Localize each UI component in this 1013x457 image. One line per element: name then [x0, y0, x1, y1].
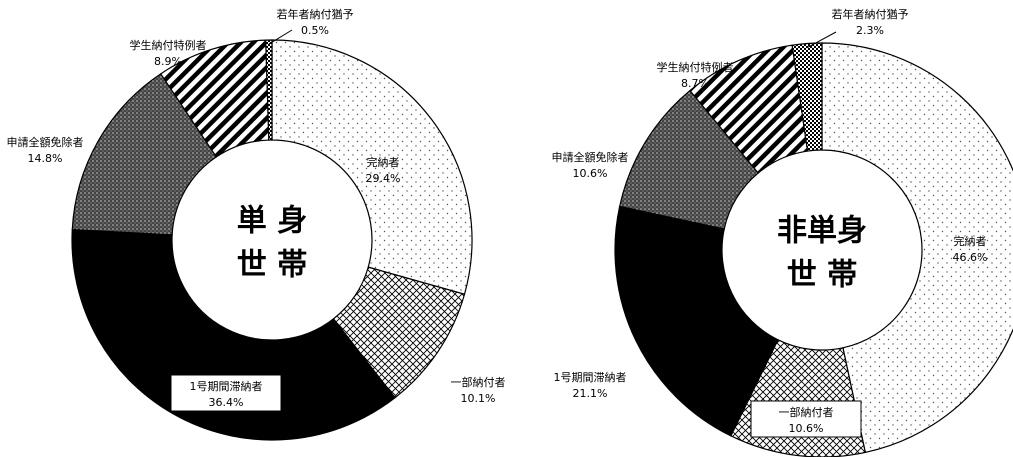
leader-line [807, 31, 837, 48]
value-label: 29.4% [366, 172, 401, 185]
label-box [170, 374, 282, 412]
center-label: 単 身 [237, 204, 307, 239]
donut-slice [791, 42, 823, 152]
value-label: 14.8% [28, 152, 63, 165]
donut-slice [71, 229, 396, 441]
category-label: 完納者 [954, 234, 987, 248]
slice-label: 1号期間滞納者 21.1% [554, 371, 627, 400]
category-label: 1号期間滞納者 [554, 371, 627, 384]
value-label: 10.1% [461, 392, 496, 405]
category-label: 一部納付者 [779, 405, 834, 419]
slice-label: 若年者納付猶予 0.5% [277, 7, 354, 37]
value-label: 0.5% [301, 24, 329, 37]
label-box [750, 400, 862, 438]
category-label: 1号期間滞納者 [190, 380, 263, 393]
value-label: 10.6% [573, 167, 608, 180]
value-label: 2.3% [856, 24, 884, 37]
category-label: 学生納付特例者 [657, 60, 734, 74]
value-label: 46.6% [953, 251, 988, 264]
donut-slice [614, 205, 779, 437]
slice-label: 若年者納付猶予 2.3% [832, 7, 909, 37]
slice-label: 申請全額免除者 14.8% [7, 135, 84, 165]
category-label: 申請全額免除者 [7, 135, 84, 149]
value-label: 10.6% [789, 422, 824, 435]
leader-line [268, 29, 293, 45]
category-label: 若年者納付猶予 [277, 7, 354, 21]
slice-label: 一部納付者 10.1% [451, 375, 506, 405]
category-label: 若年者納付猶予 [832, 7, 909, 21]
center-label: 世 帯 [787, 258, 857, 293]
slice-label: 学生納付特例者 8.7% [657, 60, 734, 90]
category-label: 学生納付特例者 [130, 38, 207, 52]
value-label: 8.9% [154, 55, 182, 68]
value-label: 36.4% [209, 396, 244, 409]
center-label: 世 帯 [237, 248, 307, 283]
value-label: 21.1% [573, 387, 608, 400]
slice-label: 学生納付特例者 8.9% [130, 38, 207, 68]
center-label: 非単身 [777, 214, 867, 249]
slice-label: 完納者 46.6% [953, 234, 988, 264]
value-label: 8.7% [681, 77, 709, 90]
slice-label: 1号期間滞納者 36.4% [170, 374, 282, 412]
category-label: 一部納付者 [451, 375, 506, 389]
category-label: 完納者 [367, 155, 400, 169]
donut-slice [265, 39, 273, 141]
slice-label: 申請全額免除者 10.6% [552, 150, 629, 180]
donut-slice [271, 39, 473, 295]
category-label: 申請全額免除者 [552, 150, 629, 164]
slice-label: 完納者 29.4% [366, 155, 401, 185]
donut-slice [821, 42, 1013, 454]
slice-label: 一部納付者 10.6% [750, 400, 862, 438]
